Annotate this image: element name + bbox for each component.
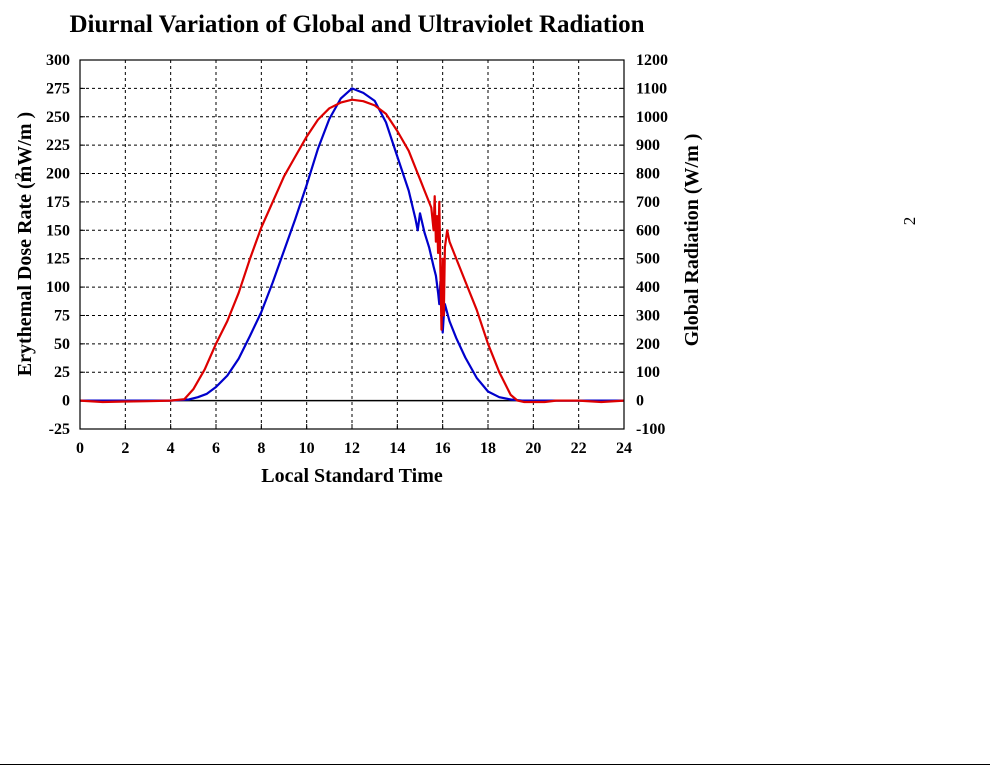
y-right-tick-label: 500 [636,251,660,268]
x-tick-label: 14 [389,440,405,457]
x-tick-label: 16 [435,440,451,457]
y-left-tick-label: 25 [54,364,70,381]
erythemal-dose-series [80,87,624,402]
x-tick-label: 8 [257,440,265,457]
plot-frame [79,59,625,430]
y-left-tick-label: 125 [46,251,70,268]
x-axis-label: Local Standard Time [261,465,443,487]
y-right-tick-label: 800 [636,166,660,183]
x-tick-label: 4 [167,440,175,457]
y-left-tick-label: 250 [46,109,70,126]
x-tick-label: 10 [299,440,315,457]
grid [80,60,624,429]
y-left-tick-label: -25 [49,421,70,438]
x-tick-label: 6 [212,440,220,457]
y-left-tick-label: 275 [46,80,70,97]
y-left-tick-label: 50 [54,336,70,353]
x-tick-label: 24 [616,440,632,457]
x-tick-label: 2 [121,440,129,457]
tick-labels: 0 2 4 6 8 10 12 14 16 18 20 22 24-250255075100125150… [46,52,668,457]
y-left-tick-label: 300 [46,52,70,69]
y-right-tick-label: 700 [636,194,660,211]
y-left-tick-label: 75 [54,307,70,324]
y-right-tick-label: 400 [636,279,660,296]
y-axis-right-label: Global Radiation (W/m ) [681,134,703,347]
y-right-tick-label: 1100 [636,80,667,97]
y-axis-left-label-superscript: 2 [13,173,28,180]
y-right-tick-label: 300 [636,307,660,324]
x-tick-label: 22 [571,440,587,457]
x-tick-label: 0 [76,440,84,457]
y-left-tick-label: 100 [46,279,70,296]
y-axis-left-label: Erythemal Dose Rate (mW/m ) [14,112,36,376]
y-right-tick-label: 100 [636,364,660,381]
x-tick-label: 18 [480,440,496,457]
chart-title: Diurnal Variation of Global and Ultravio… [69,11,644,38]
y-left-tick-label: 175 [46,194,70,211]
global-radiation-series [79,98,625,404]
y-right-tick-label: 1200 [636,52,668,69]
y-left-tick-label: 150 [46,222,70,239]
y-axis-right-label-superscript: 2 [900,217,919,226]
y-left-tick-label: 0 [62,393,70,410]
x-tick-label: 12 [344,440,360,457]
y-right-tick-label: 600 [636,222,660,239]
series-group [79,87,625,404]
y-right-tick-label: 900 [636,137,660,154]
bottom-rule [0,764,990,765]
y-right-tick-label: -100 [636,421,665,438]
y-right-tick-label: 1000 [636,109,668,126]
x-tick-label: 20 [525,440,541,457]
y-left-tick-label: 225 [46,137,70,154]
y-left-tick-label: 200 [46,166,70,183]
y-right-tick-label: 0 [636,393,644,410]
y-right-tick-label: 200 [636,336,660,353]
